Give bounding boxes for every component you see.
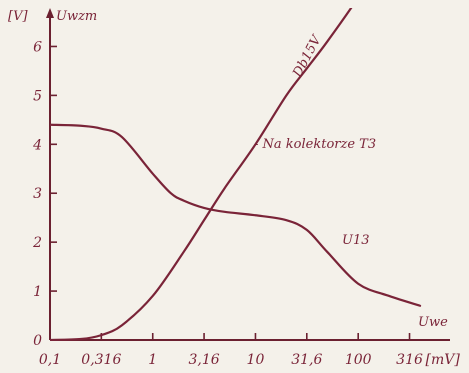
x-axis-label: Uwe xyxy=(418,315,448,330)
x-tick-label: 10 xyxy=(247,352,265,368)
series-line-na-kolektorze-t3 xyxy=(50,123,422,307)
y-axis-arrow xyxy=(46,8,54,18)
x-axis-unit: [mV] xyxy=(426,352,461,368)
x-tick-label: 0,1 xyxy=(39,352,61,368)
y-axis-unit: [V] xyxy=(8,9,28,24)
x-tick-label: 100 xyxy=(345,352,372,368)
y-tick-label: 4 xyxy=(32,137,42,153)
x-tick-label: 31,6 xyxy=(291,352,322,368)
y-tick-label: 5 xyxy=(33,88,42,104)
series-line-db15v xyxy=(50,8,353,341)
y-tick-label: 3 xyxy=(33,186,42,202)
y-tick-label: 1 xyxy=(33,284,42,300)
annotation-u13: U13 xyxy=(342,233,370,248)
y-tick-label: 2 xyxy=(32,235,42,251)
y-tick-label: 6 xyxy=(33,39,42,55)
y-tick-label: 0 xyxy=(33,333,42,349)
x-tick-label: 316 xyxy=(396,352,423,368)
annotation-db15v: Db15V xyxy=(290,32,325,81)
annotation-na-kolektorze: - Na kolektorze T3 xyxy=(254,137,376,152)
y-axis-label: Uwzm xyxy=(56,9,97,24)
x-tick-label: 1 xyxy=(148,352,157,368)
x-tick-label: 3,16 xyxy=(188,352,219,368)
x-tick-label: 0,316 xyxy=(81,352,121,368)
